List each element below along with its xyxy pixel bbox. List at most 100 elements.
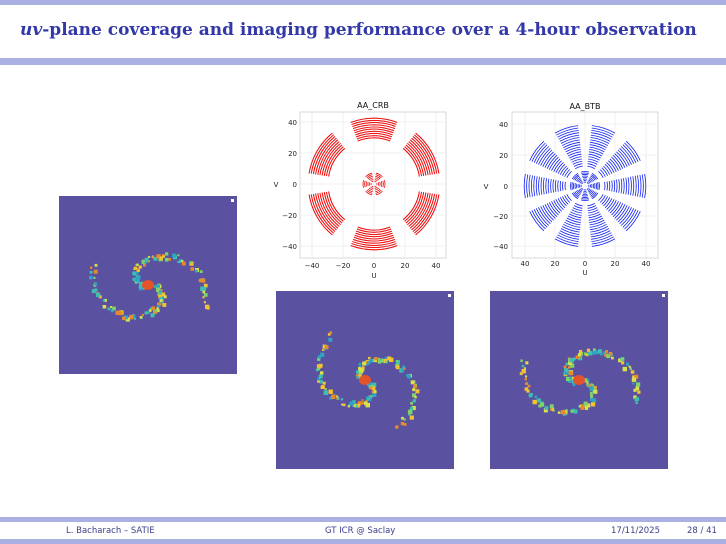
uv-tracks xyxy=(308,117,440,251)
uv-track xyxy=(352,124,396,130)
emission-pixel xyxy=(94,263,98,267)
uv-track xyxy=(411,137,433,175)
emission-pixel xyxy=(318,374,323,379)
emission-pixel xyxy=(136,279,140,283)
uv-track xyxy=(588,179,592,183)
emission-pixel xyxy=(154,285,157,288)
emission-pixel xyxy=(604,353,608,357)
uv-track xyxy=(407,142,427,176)
emission-pixel xyxy=(342,403,346,407)
uv-track xyxy=(587,163,597,167)
y-axis-label: V xyxy=(484,183,489,191)
emission-pixel xyxy=(143,260,147,264)
emission-pixel xyxy=(368,396,371,399)
uv-track xyxy=(591,192,597,198)
uv-track xyxy=(415,194,440,236)
uv-track xyxy=(572,207,583,211)
uv-track xyxy=(591,192,599,200)
uv-track xyxy=(611,180,613,192)
beam-marker xyxy=(448,294,451,297)
uv-track xyxy=(350,117,398,123)
uv-track xyxy=(565,219,581,226)
emission-pixel xyxy=(540,402,545,407)
uv-track xyxy=(405,144,425,176)
emission-pixel xyxy=(157,302,161,307)
uv-track xyxy=(612,203,624,217)
emission-pixel xyxy=(159,256,163,260)
uv-track xyxy=(408,141,429,176)
uv-track xyxy=(588,158,599,163)
emission-pixel xyxy=(584,406,589,410)
uv-track xyxy=(558,132,579,140)
uv-track xyxy=(591,234,613,242)
xtick: −40 xyxy=(305,262,320,270)
emission-pixel xyxy=(157,305,160,308)
emission-pixel xyxy=(373,390,377,394)
emission-pixel xyxy=(633,395,637,399)
emission-pixel xyxy=(181,259,184,263)
emission-pixel xyxy=(348,403,351,406)
xtick: −20 xyxy=(336,262,351,270)
emission-pixel xyxy=(564,409,568,413)
plot-title: AA_CRB xyxy=(357,101,389,110)
emission-pixel xyxy=(190,267,194,271)
uv-track xyxy=(566,149,581,155)
galaxy-core xyxy=(142,280,154,290)
uv-track xyxy=(590,137,610,144)
slide-title: uv-plane coverage and imaging performanc… xyxy=(20,20,697,40)
uv-track xyxy=(573,205,583,209)
emission-pixel xyxy=(132,277,136,281)
uv-track xyxy=(405,192,425,224)
uv-track xyxy=(552,179,554,193)
emission-pixel xyxy=(104,298,107,302)
uv-track xyxy=(365,190,373,196)
uv-track xyxy=(407,192,427,226)
uv-track xyxy=(613,180,615,192)
emission-pixel xyxy=(414,396,417,399)
emission-pixel xyxy=(96,292,101,298)
emission-pixel xyxy=(327,333,331,336)
uv-track xyxy=(538,148,551,165)
emission-pixel xyxy=(149,307,152,310)
uv-track xyxy=(573,192,579,198)
uv-plot-btb: AA_BTB 40 20 0 −20 −40 40 20 0 20 40 U V xyxy=(484,102,659,277)
uv-track xyxy=(612,155,624,169)
emission-pixel xyxy=(378,357,381,361)
uv-track xyxy=(590,230,611,238)
emission-pixel xyxy=(133,317,137,320)
uv-track xyxy=(622,209,637,228)
emission-pixel xyxy=(570,409,574,413)
emission-pixel xyxy=(322,381,326,385)
emission-pixel xyxy=(584,404,588,409)
emission-pixel xyxy=(557,411,561,414)
uv-track xyxy=(586,182,589,185)
uv-track xyxy=(575,176,581,182)
uv-track xyxy=(371,180,374,183)
emission-pixel xyxy=(125,317,130,322)
emission-pixel xyxy=(565,362,569,366)
emission-pixel xyxy=(572,383,576,386)
uv-track xyxy=(609,158,619,171)
emission-pixel xyxy=(358,368,364,373)
plot-title: AA_BTB xyxy=(569,102,600,111)
uv-track xyxy=(542,177,545,195)
uv-track xyxy=(404,146,423,177)
emission-pixel xyxy=(203,301,206,304)
uv-track xyxy=(374,180,377,183)
emission-pixel xyxy=(317,379,320,383)
emission-pixel xyxy=(317,377,321,381)
uv-track xyxy=(542,205,554,221)
emission-pixel xyxy=(148,309,152,312)
uv-track xyxy=(409,193,431,229)
uv-track xyxy=(567,215,582,221)
uv-track xyxy=(562,167,569,176)
emission-pixel xyxy=(538,404,542,408)
emission-pixel xyxy=(320,371,324,375)
footer-page[interactable]: 28 / 41 xyxy=(687,526,717,536)
emission-pixel xyxy=(377,360,381,364)
uv-track xyxy=(571,172,579,180)
uv-track xyxy=(317,139,339,175)
emission-pixel xyxy=(318,355,322,359)
emission-pixel xyxy=(573,409,578,414)
uv-track xyxy=(559,134,580,142)
